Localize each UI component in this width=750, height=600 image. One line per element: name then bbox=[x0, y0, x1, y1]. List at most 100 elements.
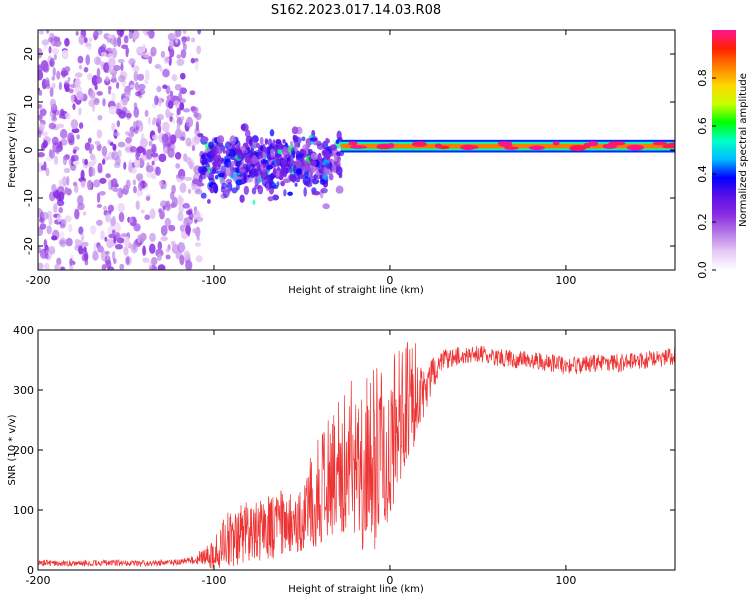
heatmap-blob bbox=[72, 160, 80, 166]
heatmap-blob bbox=[245, 163, 250, 173]
heatmap-blob bbox=[210, 148, 216, 158]
heatmap-blob bbox=[311, 160, 317, 167]
heatmap-blob bbox=[162, 68, 170, 78]
heatmap-blob bbox=[96, 143, 102, 152]
heatmap-blob bbox=[105, 212, 111, 223]
heatmap-blob bbox=[64, 215, 72, 222]
heatmap-blob bbox=[156, 113, 164, 121]
heatmap-blob bbox=[220, 165, 227, 175]
heatmap-blob bbox=[195, 255, 203, 263]
heatmap-blob bbox=[45, 77, 50, 86]
heatmap-blob bbox=[291, 126, 299, 135]
heatmap-blob bbox=[270, 182, 277, 189]
heatmap-blob bbox=[84, 142, 91, 151]
heatmap-blob bbox=[78, 107, 82, 116]
heatmap-blob bbox=[63, 168, 71, 174]
heatmap-blob bbox=[282, 139, 286, 144]
heatmap-blob bbox=[216, 135, 225, 144]
heatmap-blob bbox=[89, 153, 96, 161]
heatmap-blob bbox=[251, 155, 258, 165]
heatmap-blob bbox=[91, 102, 96, 113]
heatmap-blob bbox=[78, 122, 84, 130]
heatmap-ylabel: Frequency (Hz) bbox=[7, 112, 18, 188]
heatmap-blob bbox=[125, 256, 130, 265]
heatmap-blob bbox=[40, 59, 49, 70]
heatmap-blob bbox=[192, 178, 200, 185]
heatmap-blob bbox=[201, 159, 206, 167]
heatmap-blob bbox=[38, 114, 43, 122]
heatmap-blob bbox=[83, 211, 87, 216]
heatmap-blob bbox=[59, 237, 67, 248]
heatmap-blob bbox=[106, 238, 114, 249]
heatmap-blob bbox=[114, 222, 121, 233]
heatmap-blob bbox=[74, 77, 81, 88]
heatmap-blob bbox=[243, 173, 247, 183]
heatmap-blob bbox=[267, 196, 274, 202]
heatmap-blob bbox=[96, 76, 103, 84]
heatmap-blob bbox=[148, 261, 152, 270]
heatmap-blob bbox=[174, 30, 178, 41]
signal-peak bbox=[464, 145, 479, 150]
heatmap-blob bbox=[85, 54, 91, 66]
heatmap-blob bbox=[116, 30, 125, 37]
heatmap-blob bbox=[41, 131, 49, 137]
heatmap-blob bbox=[91, 75, 99, 86]
heatmap-blob bbox=[191, 145, 196, 152]
heatmap-blob bbox=[96, 219, 103, 226]
heatmap-blob bbox=[48, 45, 52, 54]
heatmap-blob bbox=[144, 109, 149, 118]
heatmap-blob bbox=[322, 173, 329, 181]
heatmap-blob bbox=[59, 231, 65, 239]
snr-ytick-label: 300 bbox=[13, 384, 34, 397]
heatmap-blob bbox=[76, 134, 80, 140]
heatmap-blob bbox=[171, 184, 176, 194]
heatmap-blob bbox=[162, 205, 166, 211]
heatmap-blob bbox=[44, 253, 49, 260]
heatmap-blob bbox=[132, 65, 140, 73]
heatmap-blob bbox=[194, 189, 203, 195]
heatmap-blob bbox=[194, 242, 202, 247]
signal-peak bbox=[348, 141, 358, 146]
heatmap-blob bbox=[77, 55, 84, 64]
heatmap-blob bbox=[133, 223, 141, 232]
heatmap-blob bbox=[158, 180, 164, 187]
heatmap-blob bbox=[270, 148, 275, 158]
heatmap-blob bbox=[174, 128, 183, 139]
heatmap-blob bbox=[38, 152, 45, 158]
heatmap-blob bbox=[51, 82, 56, 90]
heatmap-blob bbox=[49, 57, 55, 68]
heatmap-blob bbox=[280, 166, 288, 177]
heatmap-blob bbox=[51, 76, 56, 81]
heatmap-blob bbox=[148, 243, 156, 254]
snr-ytick-label: 0 bbox=[27, 564, 34, 577]
heatmap-blob bbox=[101, 264, 107, 270]
heatmap-blob bbox=[327, 170, 333, 176]
heatmap-blob bbox=[38, 64, 43, 73]
heatmap-blob bbox=[174, 83, 182, 91]
heatmap-blob bbox=[160, 50, 166, 59]
heatmap-blob bbox=[150, 257, 158, 266]
heatmap-blob bbox=[130, 243, 139, 254]
heatmap-blob bbox=[97, 114, 103, 121]
heatmap-blob bbox=[51, 47, 60, 55]
heatmap-blob bbox=[51, 235, 58, 241]
snr-data-layer bbox=[38, 341, 675, 569]
heatmap-blob bbox=[171, 117, 176, 125]
snr-ytick-label: 400 bbox=[13, 324, 34, 337]
colorbar-tick-label: 0.2 bbox=[696, 213, 709, 231]
snr-ytick-label: 100 bbox=[13, 504, 34, 517]
heatmap-blob bbox=[111, 250, 116, 261]
heatmap-blob bbox=[185, 137, 192, 147]
heatmap-blob bbox=[59, 223, 66, 229]
heatmap-blob bbox=[112, 258, 117, 265]
heatmap-blob bbox=[217, 173, 225, 178]
heatmap-blob bbox=[83, 252, 89, 261]
heatmap-blob bbox=[295, 177, 301, 183]
heatmap-blob bbox=[169, 47, 175, 58]
heatmap-blob bbox=[200, 192, 207, 199]
heatmap-blob bbox=[53, 203, 58, 213]
heatmap-blob bbox=[137, 83, 146, 91]
heatmap-blob bbox=[74, 238, 80, 245]
heatmap-blob bbox=[179, 72, 186, 80]
